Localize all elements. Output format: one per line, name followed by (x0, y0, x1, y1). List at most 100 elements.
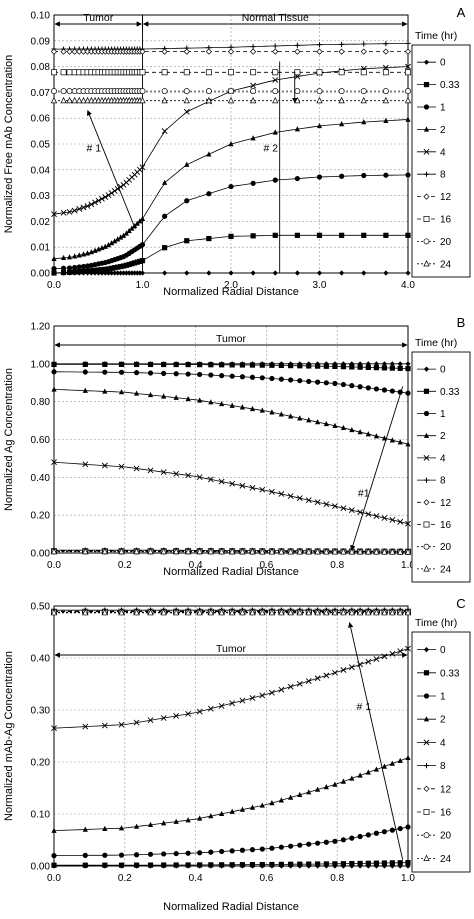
annotation-label: #1 (358, 487, 370, 499)
series-marker-0.33 (323, 363, 329, 369)
series-marker-4 (332, 503, 338, 510)
series-marker-24 (365, 608, 372, 616)
series-marker-4 (84, 203, 91, 209)
legend-label-0: 0 (440, 365, 446, 376)
series-marker-24 (404, 608, 412, 616)
series-marker-1 (60, 265, 67, 271)
series-marker-2 (102, 243, 108, 249)
series-marker-0.33 (365, 364, 371, 370)
series-marker-0.33 (323, 861, 329, 867)
series-marker-4 (60, 209, 67, 216)
series-marker-24 (207, 608, 214, 616)
series-marker-2 (297, 415, 303, 421)
legend-label-8: 8 (440, 170, 446, 181)
series-marker-24 (228, 547, 236, 555)
series-marker-2 (161, 393, 167, 399)
series-marker-0.33 (383, 232, 389, 238)
series-marker-24 (323, 548, 330, 555)
series-marker-2 (82, 826, 88, 832)
series-marker-24 (259, 608, 266, 616)
series-marker-0.33 (297, 363, 303, 369)
series-marker-0.33 (288, 363, 294, 369)
series-marker-16 (228, 69, 234, 76)
x-tick-label: 1.0 (136, 280, 150, 291)
series-marker-1 (229, 848, 235, 854)
series-marker-2 (185, 817, 191, 823)
series-marker-0.33 (66, 269, 73, 275)
series-marker-0.33 (278, 861, 284, 867)
series-marker-0.33 (381, 365, 388, 371)
y-tick-label: 0.20 (31, 511, 51, 522)
series-marker-2 (373, 766, 380, 772)
series-marker-16 (272, 69, 279, 76)
series-marker-4 (133, 465, 140, 472)
legend-marker-24 (423, 854, 430, 861)
series-marker-2 (365, 431, 371, 437)
series-marker-0.33 (197, 862, 203, 868)
series-marker-1 (259, 846, 265, 852)
series-marker-4 (207, 476, 214, 483)
series-marker-2 (306, 789, 312, 795)
series-marker-0.33 (239, 862, 246, 868)
series-marker-1 (389, 388, 395, 394)
series-marker-1 (84, 263, 91, 269)
legend-marker-0 (423, 647, 430, 653)
series-marker-24 (287, 608, 294, 616)
series-marker-24 (218, 608, 225, 616)
series-marker-0 (162, 270, 168, 276)
series-marker-1 (197, 850, 203, 856)
series-marker-2 (340, 424, 347, 431)
series-marker-24 (207, 547, 214, 555)
series-marker-24 (227, 96, 235, 104)
series-marker-4 (218, 478, 225, 485)
series-marker-20 (250, 88, 257, 95)
legend-marker-2 (423, 716, 430, 722)
series-marker-0.33 (349, 364, 355, 370)
series-marker-4 (51, 459, 57, 466)
series-marker-4 (51, 211, 57, 218)
legend-label-2: 2 (440, 431, 446, 442)
series-marker-1 (51, 266, 57, 272)
series-marker-24 (71, 96, 78, 104)
series-marker-4 (95, 197, 102, 204)
series-marker-1 (66, 265, 73, 271)
series-marker-4 (99, 195, 105, 202)
series-marker-2 (229, 402, 235, 408)
series-marker-24 (356, 548, 364, 555)
series-marker-2 (219, 810, 225, 817)
annotation-label: # 1 (356, 701, 371, 713)
series-marker-0 (228, 270, 234, 276)
series-marker-8 (272, 43, 278, 49)
series-marker-20 (205, 88, 212, 95)
x-tick-label: 0.6 (259, 873, 273, 884)
series-marker-4 (278, 686, 285, 693)
legend-marker-16 (423, 216, 430, 222)
legend-label-0.33: 0.33 (440, 387, 460, 398)
series-marker-2 (118, 234, 124, 240)
series-marker-8 (339, 41, 345, 47)
series-marker-24 (356, 608, 364, 616)
legend-label-0.33: 0.33 (440, 668, 460, 679)
series-line-2 (53, 389, 409, 445)
series-marker-2 (405, 116, 411, 122)
series-marker-4 (381, 515, 388, 521)
x-axis-label: Normalized Radial Distance (163, 566, 299, 578)
x-tick-label: 0.0 (47, 873, 61, 884)
series-marker-16 (294, 69, 301, 76)
series-marker-8 (405, 40, 411, 46)
series-marker-8 (316, 42, 323, 48)
legend-marker-20 (423, 238, 430, 245)
series-marker-1 (339, 173, 345, 179)
legend-label-12: 12 (440, 498, 452, 509)
series-marker-4 (314, 499, 321, 506)
series-marker-2 (259, 407, 265, 413)
y-tick-label: 0.50 (31, 602, 51, 613)
series-marker-1 (389, 827, 395, 833)
chart-panel-B: 0.0 0.2 0.4 0.6 0.8 1.0 0.00 0.20 0.40 0.60 0.80 1.… (3, 315, 471, 583)
series-marker-8 (361, 41, 367, 47)
series-marker-16 (205, 69, 212, 76)
series-marker-4 (147, 467, 154, 474)
legend-marker-2 (423, 432, 430, 438)
series-marker-1 (118, 369, 125, 375)
y-tick-label: 0.40 (31, 654, 51, 665)
